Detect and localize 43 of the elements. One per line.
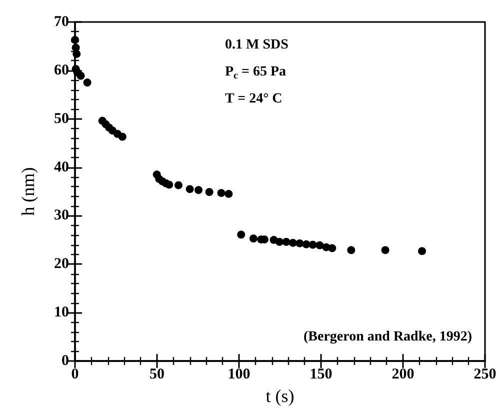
- x-axis-title: t (s): [266, 386, 294, 406]
- x-tick-label: 250: [474, 366, 496, 382]
- point: [83, 78, 92, 87]
- point: [347, 246, 356, 254]
- point: [224, 190, 233, 198]
- point: [72, 50, 81, 58]
- point: [165, 180, 174, 189]
- y-tick-label: 60: [54, 62, 69, 78]
- y-tick-label: 50: [54, 110, 69, 127]
- point: [328, 244, 336, 252]
- y-tick-label: 0: [62, 353, 69, 369]
- point: [381, 246, 390, 254]
- point: [174, 181, 182, 190]
- x-tick-label: 50: [150, 366, 164, 382]
- point: [282, 238, 290, 246]
- point: [288, 238, 297, 247]
- y-tick-label: 40: [54, 159, 69, 176]
- point: [118, 132, 126, 141]
- point: [276, 238, 284, 246]
- point: [302, 240, 310, 248]
- x-tick-label: 100: [228, 366, 250, 382]
- y-tick-label: 70: [54, 14, 69, 30]
- annotation: T = 24° C: [225, 92, 282, 106]
- point: [418, 247, 426, 256]
- point: [308, 240, 317, 249]
- point: [249, 234, 258, 242]
- annotation: 0.1 M SDS: [225, 38, 289, 52]
- point: [186, 185, 194, 194]
- x-tick-label: 0: [71, 366, 79, 382]
- point: [205, 188, 214, 196]
- x-tick-label: 150: [310, 366, 332, 382]
- y-tick-label: 20: [54, 256, 69, 272]
- y-tick-label: 10: [54, 304, 69, 321]
- x-tick-label: 200: [392, 366, 414, 382]
- point: [217, 188, 226, 197]
- point: [194, 186, 202, 194]
- point: [237, 230, 246, 239]
- point: [296, 239, 304, 248]
- annotation: (Bergeron and Radke, 1992): [303, 330, 472, 344]
- y-axis-title: h (nm): [18, 167, 38, 216]
- point: [71, 36, 79, 44]
- y-tick-label: 30: [54, 208, 69, 224]
- point: [316, 241, 324, 250]
